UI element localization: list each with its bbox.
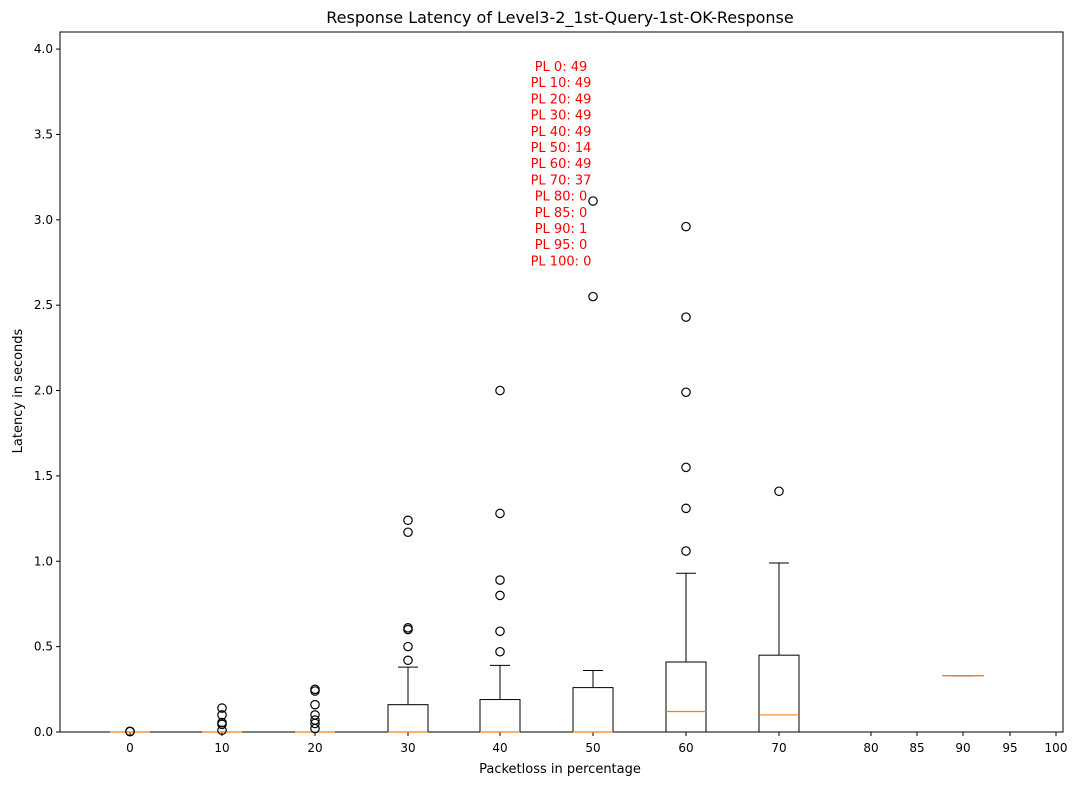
outlier-point: [125, 726, 135, 737]
y-axis-label: Latency in seconds: [11, 328, 26, 453]
outlier-point: [403, 641, 413, 652]
outlier-point: [310, 699, 320, 710]
box-40: [479, 699, 521, 733]
x-tick-label: 100: [1045, 741, 1068, 755]
outlier-point: [588, 196, 598, 206]
annotation-line: PL 0: 49: [535, 60, 588, 75]
x-tick-label: 85: [909, 741, 924, 755]
y-tick-label: 2.0: [34, 384, 53, 398]
x-tick-label: 0: [126, 741, 134, 755]
outlier-point: [217, 710, 227, 720]
y-tick-label: 2.5: [34, 298, 53, 312]
x-axis-label: Packetloss in percentage: [479, 762, 641, 777]
outlier-point: [681, 221, 691, 232]
outlier-point: [403, 623, 413, 633]
box-30: [387, 704, 429, 733]
y-tick-label: 3.5: [34, 127, 53, 141]
outlier-point: [495, 508, 505, 519]
box-60: [665, 661, 707, 733]
outlier-point: [588, 291, 598, 302]
y-tick-label: 3.0: [34, 213, 53, 227]
outlier-point: [217, 725, 227, 736]
outlier-point: [495, 646, 505, 657]
annotation-line: PL 70: 37: [531, 173, 592, 188]
outlier-point: [681, 312, 691, 322]
annotation-line: PL 80: 0: [535, 190, 588, 205]
annotation-line: PL 30: 49: [531, 109, 592, 124]
outlier-point: [681, 503, 691, 514]
outlier-point: [681, 462, 691, 473]
outlier-point: [495, 590, 505, 601]
x-tick-label: 50: [585, 741, 600, 755]
outlier-point: [681, 387, 691, 398]
x-tick-label: 70: [771, 741, 786, 755]
outlier-point: [403, 527, 413, 538]
y-tick-label: 0.0: [34, 725, 53, 739]
outlier-point: [310, 715, 320, 725]
outlier-point: [217, 717, 227, 728]
y-tick-label: 0.5: [34, 640, 53, 654]
outlier-point: [495, 575, 505, 585]
plot-frame: [59, 31, 1064, 733]
outlier-point: [403, 515, 413, 526]
y-tick-label: 4.0: [34, 42, 53, 56]
x-tick-label: 40: [492, 741, 507, 755]
annotation-line: PL 90: 1: [535, 222, 588, 237]
x-tick-label: 95: [1002, 741, 1017, 755]
x-tick-label: 90: [955, 741, 970, 755]
x-tick-label: 20: [307, 741, 322, 755]
outlier-point: [681, 546, 691, 556]
outlier-point: [310, 710, 320, 720]
outlier-point: [403, 655, 413, 666]
box-70: [758, 654, 800, 733]
x-tick-label: 10: [214, 741, 229, 755]
x-tick-label: 60: [678, 741, 693, 755]
annotation-line: PL 60: 49: [531, 157, 592, 172]
y-tick-label: 1.0: [34, 554, 53, 568]
outlier-point: [310, 684, 320, 695]
annotation-line: PL 100: 0: [531, 254, 592, 269]
annotation-line: PL 85: 0: [535, 206, 588, 221]
y-tick-label: 1.5: [34, 469, 53, 483]
annotation-line: PL 50: 14: [531, 141, 592, 156]
outlier-point: [495, 385, 505, 396]
box-50: [572, 687, 614, 733]
annotation-line: PL 40: 49: [531, 125, 592, 140]
plot-area: 0.0 0.5 1.0 1.5 2.0 2.5 3.0 3.5 4.0 0 10 20 30 40 50 60…: [34, 31, 1068, 755]
x-tick-label: 30: [400, 741, 415, 755]
outlier-point: [495, 626, 505, 637]
annotation-line: PL 20: 49: [531, 92, 592, 107]
x-tick-label: 80: [863, 741, 878, 755]
annotation-line: PL 10: 49: [531, 76, 592, 91]
chart-title: Response Latency of Level3-2_1st-Query-1…: [326, 8, 793, 28]
annotation-line: PL 95: 0: [535, 238, 588, 253]
outlier-point: [774, 486, 784, 497]
outlier-point: [217, 703, 227, 713]
